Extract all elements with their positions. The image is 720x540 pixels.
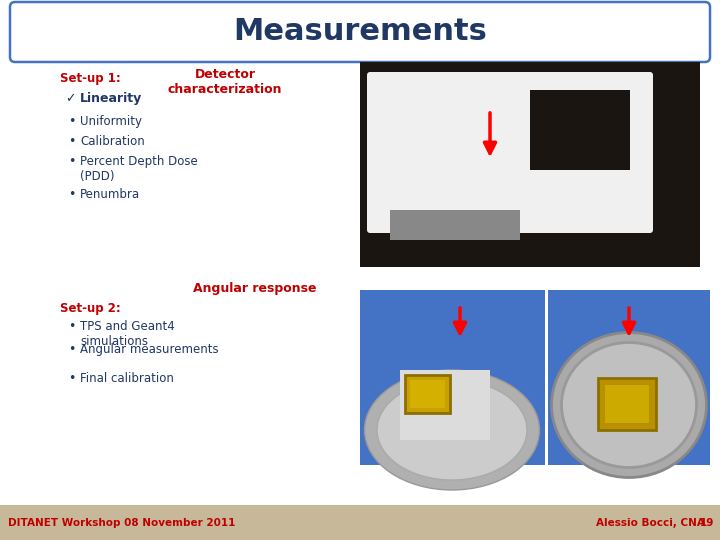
Bar	[548, 290, 710, 465]
Bar	[0, 505, 720, 540]
Text: Set-up 2:: Set-up 2:	[60, 302, 121, 315]
Bar	[410, 380, 445, 408]
Bar	[360, 62, 700, 267]
Text: Measurements: Measurements	[233, 17, 487, 46]
Text: TPS and Geant4
simulations: TPS and Geant4 simulations	[80, 320, 175, 348]
Bar	[530, 90, 630, 170]
Text: 19: 19	[700, 518, 714, 528]
Text: Alessio Bocci, CNA: Alessio Bocci, CNA	[596, 518, 705, 528]
Text: •: •	[68, 115, 76, 128]
Text: Final calibration: Final calibration	[80, 372, 174, 385]
Text: Calibration: Calibration	[80, 135, 145, 148]
Text: Uniformity: Uniformity	[80, 115, 142, 128]
Text: Angular measurements: Angular measurements	[80, 343, 219, 356]
Text: Detector
characterization: Detector characterization	[168, 68, 282, 96]
Text: •: •	[68, 188, 76, 201]
Text: •: •	[68, 135, 76, 148]
Bar	[390, 210, 520, 240]
Bar	[405, 375, 450, 413]
Bar	[605, 385, 649, 423]
Text: •: •	[68, 155, 76, 168]
Text: Penumbra: Penumbra	[80, 188, 140, 201]
Text: ✓: ✓	[65, 92, 76, 105]
FancyBboxPatch shape	[400, 370, 490, 440]
Text: Angular response: Angular response	[193, 282, 317, 295]
Ellipse shape	[562, 342, 696, 468]
Text: Linearity: Linearity	[80, 92, 143, 105]
Text: DITANET Workshop 08 November 2011: DITANET Workshop 08 November 2011	[8, 518, 235, 528]
FancyBboxPatch shape	[10, 2, 710, 62]
Ellipse shape	[552, 333, 706, 477]
FancyBboxPatch shape	[367, 72, 653, 233]
Text: •: •	[68, 372, 76, 385]
Bar	[598, 378, 656, 430]
Text: Set-up 1:: Set-up 1:	[60, 72, 121, 85]
Text: Percent Depth Dose
(PDD): Percent Depth Dose (PDD)	[80, 155, 198, 183]
Ellipse shape	[364, 370, 539, 490]
Text: •: •	[68, 343, 76, 356]
Ellipse shape	[377, 380, 527, 480]
Text: •: •	[68, 320, 76, 333]
Bar	[360, 290, 545, 465]
